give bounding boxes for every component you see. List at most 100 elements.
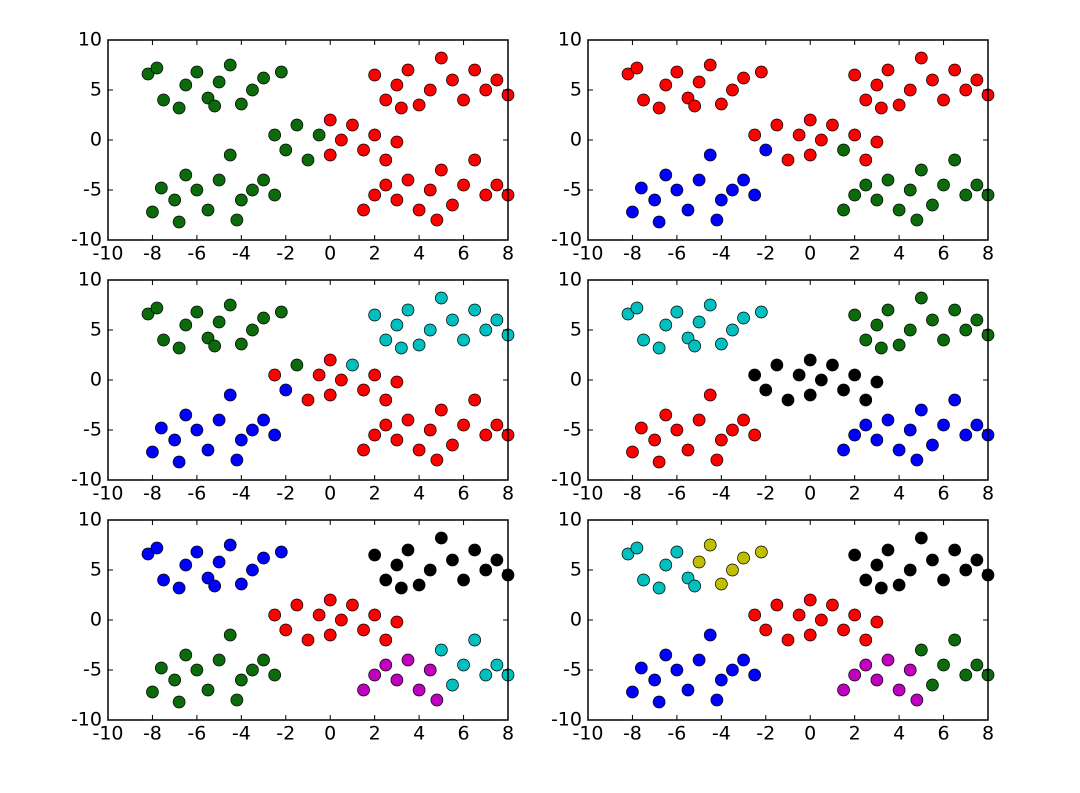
point	[434, 51, 448, 65]
x-tick-label: 8	[982, 723, 994, 745]
point	[446, 198, 459, 212]
point	[490, 418, 504, 432]
point	[948, 393, 962, 407]
point	[412, 683, 426, 697]
point	[848, 428, 862, 442]
point	[223, 148, 237, 162]
x-tick-label: -2	[756, 243, 775, 265]
point	[390, 375, 404, 389]
point	[334, 373, 348, 387]
point	[457, 178, 470, 192]
point	[312, 368, 326, 382]
axes-frame	[107, 39, 509, 241]
point	[837, 383, 850, 397]
point	[157, 333, 170, 347]
point	[748, 128, 762, 142]
point	[737, 653, 750, 667]
point	[714, 337, 728, 351]
point	[179, 648, 193, 662]
point	[781, 393, 795, 407]
point	[457, 658, 470, 672]
point	[670, 183, 684, 197]
point	[179, 318, 193, 332]
point	[234, 97, 248, 111]
x-tick-label: 6	[938, 483, 950, 505]
point	[279, 623, 293, 637]
point	[379, 393, 393, 407]
point	[257, 311, 270, 325]
point	[394, 101, 408, 115]
point	[179, 558, 193, 572]
point	[970, 313, 984, 327]
y-tick-label: 0	[570, 369, 582, 391]
x-tick-label: -6	[667, 243, 686, 265]
point	[190, 305, 204, 319]
point	[710, 453, 724, 467]
point	[710, 213, 724, 227]
point	[870, 673, 884, 687]
point	[301, 633, 315, 647]
point	[301, 393, 315, 407]
point	[748, 608, 762, 622]
point	[748, 428, 762, 442]
point	[412, 98, 426, 112]
y-tick-label: -10	[71, 709, 102, 731]
point	[926, 313, 939, 327]
axes-frame	[587, 519, 989, 721]
point	[401, 653, 415, 667]
point	[837, 143, 850, 157]
x-tick-label: -6	[187, 243, 206, 265]
point	[959, 563, 973, 577]
point	[837, 683, 850, 697]
point	[859, 333, 873, 347]
point	[914, 163, 928, 177]
point	[172, 341, 186, 355]
x-tick-label: -10	[92, 243, 123, 265]
point	[870, 193, 884, 207]
point	[434, 403, 448, 417]
point	[903, 323, 917, 337]
point	[423, 323, 437, 337]
x-tick-label: 8	[502, 243, 514, 265]
point	[937, 418, 950, 432]
point	[423, 663, 437, 677]
point	[870, 135, 884, 149]
point	[659, 648, 673, 662]
point	[257, 653, 270, 667]
point	[737, 311, 750, 325]
point	[910, 453, 924, 467]
point	[379, 633, 393, 647]
point	[948, 153, 962, 167]
point	[490, 178, 504, 192]
x-tick-label: -4	[232, 483, 251, 505]
point	[146, 445, 159, 459]
point	[390, 193, 404, 207]
point	[390, 318, 404, 332]
point	[479, 188, 493, 202]
point	[154, 181, 168, 195]
point	[692, 555, 706, 569]
x-tick-label: -2	[276, 483, 295, 505]
y-tick-label: -5	[563, 419, 582, 441]
point	[726, 83, 739, 97]
point	[401, 63, 415, 77]
x-tick-label: 0	[804, 243, 816, 265]
subplot: -10 -8 -6 -4 -2 0 2 4 6 8 -10 -5 0 5 10	[71, 269, 515, 505]
point	[948, 303, 962, 317]
point	[412, 443, 426, 457]
x-tick-label: 4	[893, 723, 905, 745]
x-tick-label: -2	[756, 723, 775, 745]
y-tick-label: -10	[551, 709, 582, 731]
x-tick-label: 4	[893, 483, 905, 505]
y-tick-label: -10	[551, 469, 582, 491]
point	[168, 193, 182, 207]
point	[479, 563, 493, 577]
point	[201, 203, 215, 217]
point	[910, 693, 924, 707]
point	[246, 83, 259, 97]
point	[748, 188, 762, 202]
point	[141, 547, 155, 561]
point	[714, 193, 728, 207]
point	[926, 553, 939, 567]
point	[357, 143, 370, 157]
